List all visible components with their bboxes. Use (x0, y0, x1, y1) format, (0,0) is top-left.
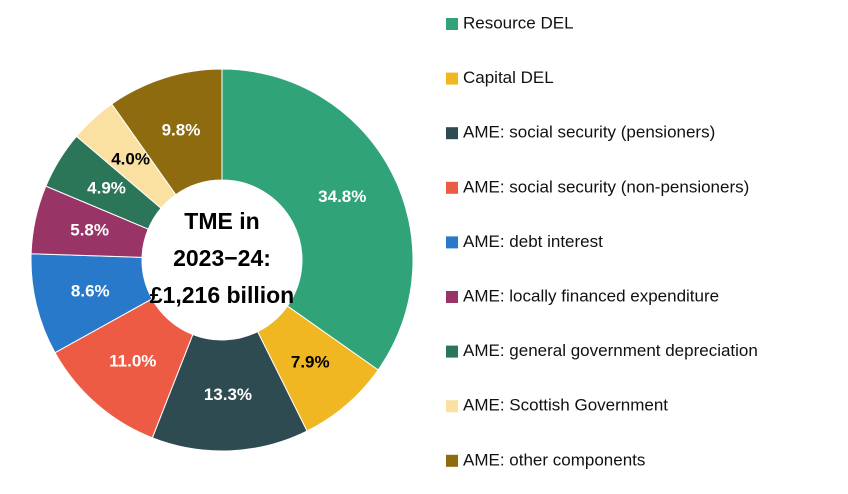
legend-label: AME: social security (pensioners) (463, 123, 715, 142)
legend-swatch (446, 454, 458, 467)
slice-label: 4.0% (111, 149, 150, 168)
legend-label: AME: Scottish Government (463, 396, 668, 415)
slice-label: 11.0% (109, 351, 156, 370)
slice (151, 330, 308, 452)
slice (111, 68, 223, 196)
legend-label: AME: general government depreciation (463, 341, 758, 360)
slice-label: 4.9% (87, 179, 126, 198)
legend-swatch (446, 236, 458, 249)
slice-label: 7.9% (291, 352, 330, 371)
legend-swatch (446, 291, 458, 303)
slice-label: 34.8% (318, 187, 366, 206)
legend-swatch (446, 18, 458, 30)
legend-label: Resource DEL (463, 13, 574, 32)
slice (221, 68, 414, 371)
slice-label: 5.8% (70, 221, 109, 240)
legend-swatch (446, 72, 458, 85)
legend-swatch (446, 181, 458, 194)
legend-label: AME: locally financed expenditure (463, 286, 719, 305)
slice-label: 13.3% (204, 385, 252, 404)
legend-swatch (446, 345, 458, 358)
legend-swatch (446, 400, 458, 413)
center-text: TME in (184, 208, 259, 234)
legend-label: AME: social security (non-pensioners) (463, 177, 749, 196)
legend-label: AME: other components (463, 450, 645, 469)
center-text: £1,216 billion (150, 282, 294, 308)
slice-label: 9.8% (162, 120, 201, 139)
slice-label: 8.6% (71, 281, 110, 300)
legend-label: AME: debt interest (463, 232, 603, 251)
legend-swatch (446, 127, 458, 140)
legend-label: Capital DEL (463, 68, 554, 87)
center-text: 2023−24: (173, 245, 271, 271)
